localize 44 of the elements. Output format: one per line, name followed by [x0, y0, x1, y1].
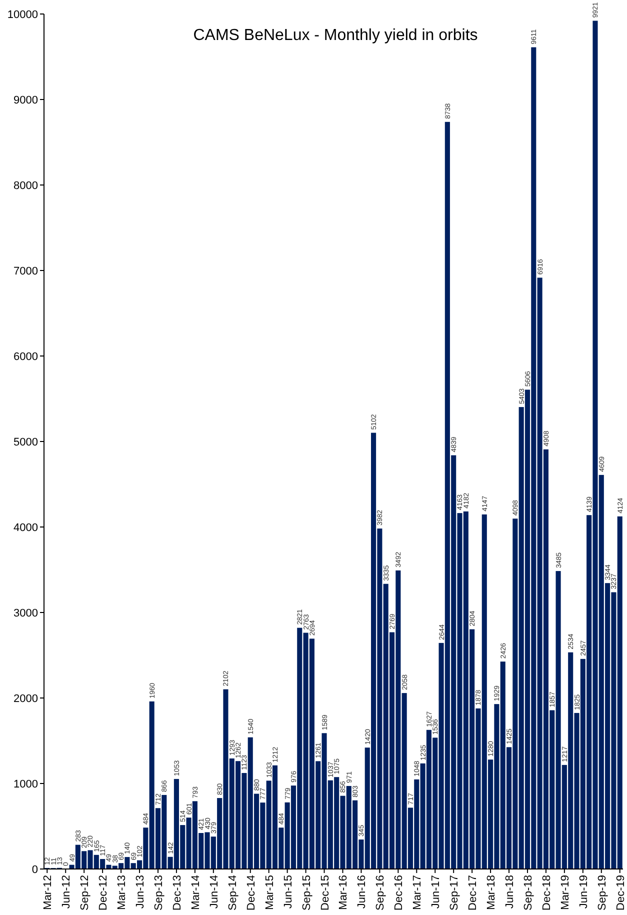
x-tick-label: Jun-12	[60, 875, 73, 909]
x-tick-label: Sep-14	[226, 875, 239, 910]
y-tick-label: 10000	[7, 8, 38, 21]
x-tick-label: Sep-12	[79, 875, 92, 910]
x-tick-label: Jun-18	[504, 875, 516, 909]
y-tick-label: 6000	[14, 350, 38, 363]
y-tick-label: 3000	[14, 607, 38, 620]
x-tick-label: Mar-19	[559, 875, 572, 910]
y-tick-label: 7000	[14, 265, 38, 278]
x-tick-label: Mar-16	[338, 875, 350, 910]
x-tick-label: Jun-15	[282, 875, 294, 909]
x-tick-label: Sep-13	[152, 875, 165, 910]
y-tick-label: 5000	[14, 436, 38, 448]
x-tick-label: Dec-12	[98, 875, 110, 910]
x-tick-label: Mar-13	[116, 875, 128, 910]
x-tick-label: Sep-15	[300, 875, 313, 910]
y-tick-label: 0	[32, 864, 38, 876]
x-tick-label: Sep-17	[448, 875, 461, 910]
x-tick-label: Mar-15	[264, 875, 276, 910]
y-tick-label: 4000	[14, 522, 38, 534]
x-tick-label: Dec-18	[540, 875, 553, 910]
x-tick-label: Sep-18	[522, 875, 534, 910]
x-tick-label: Dec-16	[393, 875, 406, 910]
x-tick-label: Jun-16	[356, 875, 368, 909]
x-tick-label: Mar-17	[412, 875, 424, 910]
y-tick-label: 2000	[14, 692, 38, 705]
x-tick-label: Mar-12	[42, 875, 54, 910]
text: CAMS BeNeLux - Monthly yield in orbits	[193, 27, 478, 44]
x-tick-label: Jun-19	[578, 875, 590, 909]
x-tick-label: Dec-15	[319, 875, 332, 910]
y-tick-label: 1000	[14, 778, 38, 790]
x-tick-label: Sep-16	[374, 875, 387, 910]
x-tick-label: Mar-14	[190, 875, 202, 910]
x-tick-label: Jun-14	[208, 875, 220, 909]
x-tick-label: Dec-17	[467, 875, 480, 910]
x-tick-label: Mar-18	[486, 875, 498, 910]
x-tick-label: Dec-19	[614, 875, 627, 910]
x-tick-label: Jun-13	[134, 875, 147, 909]
y-tick-label: 8000	[14, 180, 38, 192]
x-tick-label: Sep-19	[596, 875, 608, 910]
x-tick-label: Dec-13	[171, 875, 184, 910]
x-tick-label: Dec-14	[245, 875, 258, 910]
x-tick-label: Jun-17	[430, 875, 442, 909]
y-tick-label: 9000	[14, 94, 38, 106]
